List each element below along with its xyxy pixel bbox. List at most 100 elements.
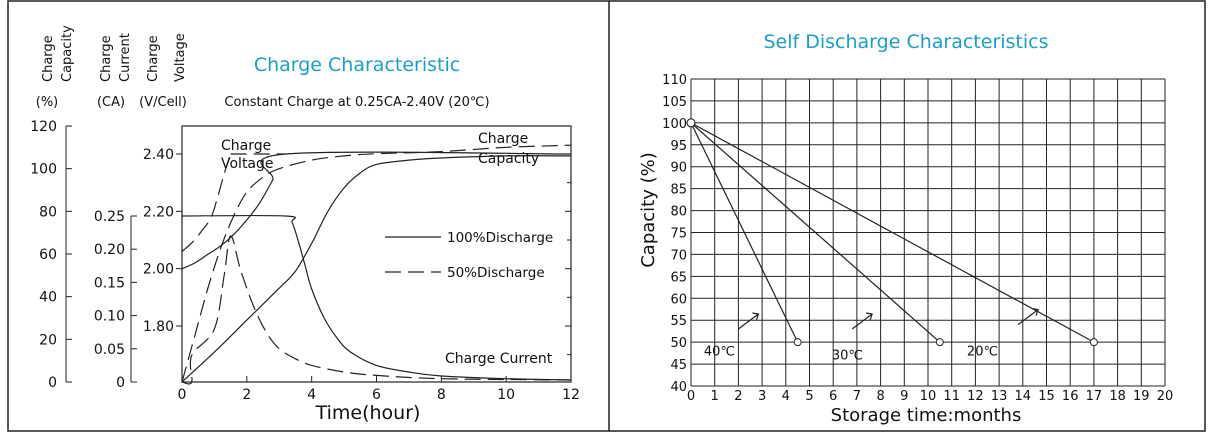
capacity-axis-header-line2: Capacity (60, 25, 75, 82)
x-tick-label: 12 (967, 389, 984, 404)
current-tick-label: 0.15 (94, 275, 125, 291)
charge-chart-subtitle: Constant Charge at 0.25CA-2.40V (20℃) (224, 95, 489, 110)
capacity-tick-label: 60 (39, 247, 57, 263)
figure-border (7, 0, 1206, 432)
pointer-arrow (1017, 309, 1039, 326)
y-tick-label: 100 (662, 117, 687, 132)
series-voltage-50pct (181, 153, 232, 252)
x-tick-label: 0 (687, 389, 695, 404)
x-tick-label: 2 (242, 387, 251, 403)
voltage-tick-label: 2.00 (143, 262, 174, 278)
self-discharge-line-20c (690, 122, 1095, 343)
x-tick-label: 11 (943, 389, 960, 404)
x-tick-label: 17 (1086, 389, 1103, 404)
series-capacity-100pct (181, 155, 572, 383)
x-tick-label: 6 (372, 387, 381, 403)
voltage-tick-label: 2.40 (143, 147, 174, 163)
self-discharge-title: Self Discharge Characteristics (763, 31, 1048, 53)
charge-capacity-annotation-line1: Charge (478, 131, 528, 147)
series-capacity-50pct (181, 144, 572, 383)
current-axis-header-line1: Charge (99, 35, 114, 82)
capacity-tick-label: 120 (30, 119, 57, 135)
series-label: 30℃ (832, 349, 863, 364)
x-tick-label: 4 (307, 387, 316, 403)
series-label: 40℃ (704, 344, 735, 359)
voltage-axis-unit: (V/Cell) (139, 95, 187, 110)
x-tick-label: 18 (1109, 389, 1126, 404)
y-tick-label: 40 (670, 380, 687, 395)
current-tick-label: 0 (116, 375, 125, 391)
charge-chart-axes: 0 2 4 6 8 10 12 1.80 2.00 2.20 2.40 0 20 40 60 80 100 120… (30, 119, 580, 403)
charge-voltage-annotation-line1: Charge (221, 138, 271, 154)
x-tick-label: 6 (829, 389, 837, 404)
y-tick-label: 80 (670, 205, 687, 220)
series-label: 20℃ (967, 344, 998, 359)
arrow-head (866, 312, 873, 321)
voltage-tick-label: 2.20 (143, 204, 174, 220)
self-discharge-ylabel: Capacity (%) (638, 152, 659, 268)
voltage-axis-header-line2: Voltage (173, 33, 188, 82)
current-tick-label: 0.25 (94, 209, 125, 225)
y-tick-label: 55 (670, 314, 687, 329)
x-tick-label: 14 (1015, 389, 1032, 404)
arrow-head (752, 312, 760, 321)
current-tick-label: 0.20 (94, 242, 125, 258)
x-tick-label: 8 (876, 389, 884, 404)
capacity-tick-label: 40 (39, 290, 57, 306)
self-discharge-line-30c (690, 122, 941, 343)
capacity-tick-label: 20 (39, 332, 57, 348)
y-tick-label: 65 (670, 270, 687, 285)
x-tick-label: 10 (497, 387, 515, 403)
x-tick-label: 2 (734, 389, 742, 404)
charge-chart-title: Charge Characteristic (254, 54, 460, 76)
charge-chart-xlabel: Time(hour) (315, 402, 421, 424)
capacity-axis-header-line1: Charge (41, 35, 56, 82)
x-tick-label: 8 (437, 387, 446, 403)
y-tick-label: 95 (670, 139, 687, 154)
x-tick-label: 5 (805, 389, 813, 404)
charge-current-annotation: Charge Current (445, 351, 553, 367)
voltage-axis-header-line1: Charge (146, 35, 161, 82)
y-tick-label: 105 (662, 95, 687, 110)
x-tick-label: 16 (1062, 389, 1079, 404)
capacity-tick-label: 0 (48, 375, 57, 391)
current-axis-unit: (CA) (97, 95, 125, 110)
end-point-marker (793, 338, 802, 347)
voltage-tick-label: 1.80 (143, 319, 174, 335)
end-point-marker (1089, 338, 1098, 347)
series-voltage-100pct (181, 151, 572, 270)
pointer-arrow (851, 313, 873, 330)
x-tick-label: 1 (711, 389, 719, 404)
x-tick-label: 9 (900, 389, 908, 404)
x-tick-label: 10 (920, 389, 937, 404)
y-tick-label: 45 (670, 358, 687, 373)
x-tick-label: 4 (782, 389, 790, 404)
capacity-axis-unit: (%) (36, 95, 59, 110)
x-tick-label: 15 (1038, 389, 1055, 404)
self-discharge-grid: 0 1 2 3 4 5 6 7 8 9 10 11 12 13 14 15 16 17 18 19 2040455055… (662, 73, 1173, 404)
legend-50-discharge: 50%Discharge (447, 265, 545, 281)
self-discharge-xlabel: Storage time:months (831, 405, 1022, 426)
pointer-arrow (738, 313, 759, 330)
x-tick-label: 0 (178, 387, 187, 403)
charge-characteristic-chart: Charge Characteristic Constant Charge at… (30, 25, 580, 424)
charge-capacity-annotation-line2: Capacity (478, 151, 539, 167)
y-tick-label: 85 (670, 183, 687, 198)
y-tick-label: 110 (662, 73, 687, 88)
x-tick-label: 7 (853, 389, 861, 404)
charge-voltage-annotation-line2: Voltage (221, 156, 274, 172)
series-current-100pct (181, 214, 572, 381)
arrow-head (1031, 308, 1039, 316)
series-current-50pct (181, 235, 572, 385)
end-point-marker (935, 338, 944, 347)
capacity-tick-label: 80 (39, 204, 57, 220)
charge-chart-curves (181, 144, 572, 385)
y-tick-label: 60 (670, 292, 687, 307)
start-point-marker (686, 118, 696, 128)
y-tick-label: 90 (670, 161, 687, 176)
self-discharge-curves: 40℃ 30℃ 20℃ (686, 118, 1098, 364)
x-tick-label: 19 (1133, 389, 1150, 404)
legend-100-discharge: 100%Discharge (447, 230, 553, 246)
